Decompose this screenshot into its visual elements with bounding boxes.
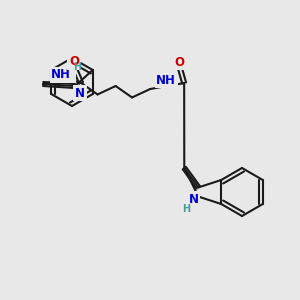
Text: N: N (64, 68, 74, 81)
Text: N: N (188, 193, 198, 206)
Text: N: N (75, 87, 85, 100)
Text: H: H (73, 62, 81, 73)
Text: NH: NH (156, 74, 176, 86)
Text: NH: NH (51, 68, 71, 82)
Text: O: O (174, 56, 184, 68)
Text: O: O (69, 56, 79, 68)
Text: H: H (182, 204, 190, 214)
